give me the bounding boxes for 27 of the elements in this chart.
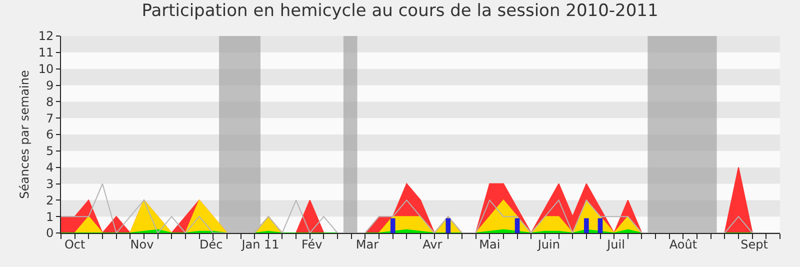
y-tick-label: 0	[46, 226, 54, 240]
x-tick-label: Mar	[356, 237, 379, 252]
y-tick-label: 11	[38, 46, 54, 60]
y-tick-label: 4	[46, 160, 54, 175]
y-tick-label: 2	[46, 193, 54, 208]
y-tick-label: 9	[46, 78, 54, 92]
y-tick-label: 7	[46, 111, 54, 126]
y-tick-label: 8	[46, 94, 54, 109]
x-tick-label: Août	[669, 237, 698, 252]
y-tick-label: 12	[38, 29, 54, 44]
y-tick-label: 5	[46, 144, 54, 158]
x-tick-label: Avr	[422, 237, 442, 252]
x-tick-label: Juil	[606, 237, 625, 252]
x-tick-label: Déc	[200, 237, 223, 252]
y-axis-title: Séances par semaine	[18, 70, 32, 199]
x-tick-label: Nov	[130, 237, 154, 252]
x-tick-label: Sept	[740, 237, 768, 252]
x-tick-label: Jan 11	[240, 237, 280, 252]
y-tick-label: 1	[46, 210, 54, 224]
x-tick-label: Juin	[536, 237, 560, 252]
y-tick-label: 6	[46, 128, 54, 142]
chart-title: Participation en hemicycle au cours de la session 2010-2011	[142, 0, 658, 21]
x-tick-label: Oct	[64, 237, 86, 252]
x-tick-label: Fév	[301, 237, 322, 252]
y-tick-label: 3	[46, 176, 54, 191]
x-tick-label: Mai	[479, 237, 500, 252]
y-tick-label: 10	[38, 62, 54, 76]
